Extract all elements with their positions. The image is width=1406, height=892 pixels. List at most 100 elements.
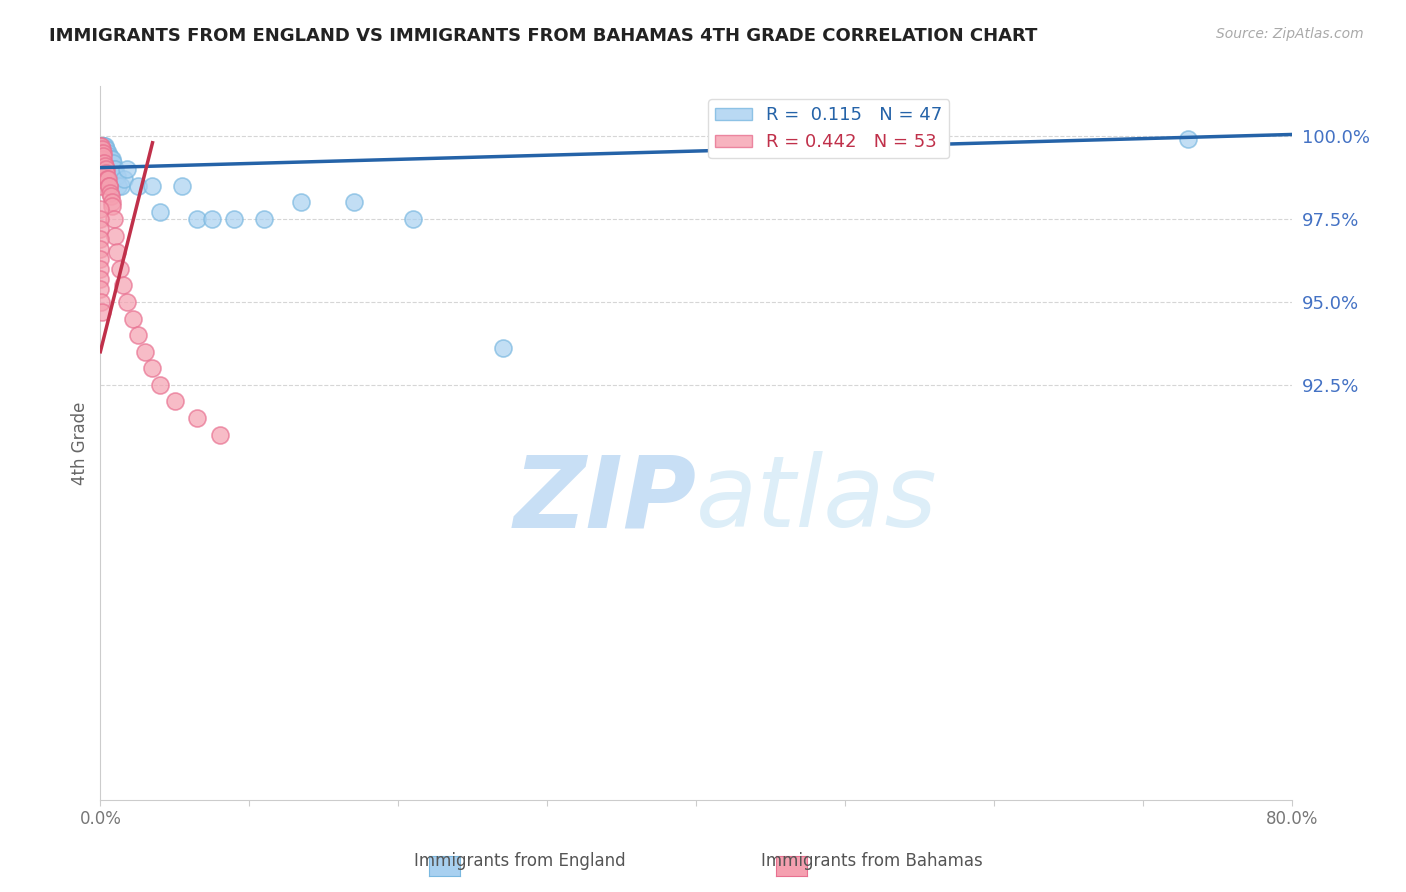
Point: [100, 153, 122, 167]
Text: Source: ZipAtlas.com: Source: ZipAtlas.com: [1216, 27, 1364, 41]
Point: [149, 377, 172, 392]
Point: [90, 145, 112, 160]
Point: [94, 139, 117, 153]
Point: [98, 159, 121, 173]
Point: [104, 162, 127, 177]
Point: [108, 261, 131, 276]
Point: [97, 172, 120, 186]
Point: [103, 212, 125, 227]
Point: [101, 153, 124, 167]
Point: [96, 149, 118, 163]
Point: [100, 155, 122, 169]
Point: [89, 145, 111, 160]
Point: [89, 242, 111, 256]
Text: ZIP: ZIP: [513, 451, 696, 549]
Point: [115, 295, 138, 310]
Point: [90, 139, 112, 153]
Point: [93, 155, 115, 169]
Point: [93, 139, 115, 153]
Point: [91, 139, 114, 153]
Text: IMMIGRANTS FROM ENGLAND VS IMMIGRANTS FROM BAHAMAS 4TH GRADE CORRELATION CHART: IMMIGRANTS FROM ENGLAND VS IMMIGRANTS FR…: [49, 27, 1038, 45]
Point: [89, 162, 111, 177]
Legend: R =  0.115   N = 47, R = 0.442   N = 53: R = 0.115 N = 47, R = 0.442 N = 53: [709, 99, 949, 159]
Point: [141, 178, 163, 193]
Point: [290, 195, 312, 210]
Point: [96, 172, 118, 186]
Point: [127, 178, 149, 193]
Point: [94, 145, 117, 160]
Point: [91, 162, 114, 177]
Point: [90, 145, 112, 160]
Point: [89, 222, 111, 236]
Point: [110, 178, 132, 193]
Point: [96, 142, 118, 156]
Point: [100, 189, 122, 203]
Point: [101, 199, 124, 213]
Point: [163, 394, 186, 409]
Y-axis label: 4th Grade: 4th Grade: [72, 401, 89, 484]
Point: [89, 232, 111, 246]
Point: [186, 411, 208, 425]
Point: [89, 153, 111, 167]
Point: [93, 155, 115, 169]
Point: [89, 271, 111, 285]
Point: [89, 202, 111, 216]
Point: [89, 139, 111, 153]
Point: [134, 344, 156, 359]
Point: [89, 172, 111, 186]
Point: [149, 205, 172, 219]
Point: [101, 155, 124, 169]
Point: [141, 361, 163, 376]
Point: [491, 342, 513, 356]
Point: [90, 162, 112, 177]
Point: [89, 145, 111, 160]
Point: [94, 159, 117, 173]
Point: [98, 186, 121, 200]
Point: [90, 153, 112, 167]
Point: [90, 305, 112, 319]
Point: [90, 139, 112, 153]
Point: [94, 169, 117, 183]
Point: [97, 178, 120, 193]
Point: [94, 162, 117, 177]
Point: [94, 159, 117, 173]
Point: [96, 166, 118, 180]
Point: [91, 155, 114, 169]
Point: [402, 212, 425, 227]
Text: Immigrants from England: Immigrants from England: [415, 852, 626, 870]
Point: [122, 311, 145, 326]
Point: [89, 139, 111, 153]
Point: [105, 245, 128, 260]
Point: [89, 282, 111, 296]
Point: [89, 178, 111, 193]
Point: [100, 195, 122, 210]
Point: [127, 328, 149, 343]
Point: [201, 212, 224, 227]
Text: Immigrants from Bahamas: Immigrants from Bahamas: [761, 852, 983, 870]
Point: [186, 212, 208, 227]
Point: [224, 212, 246, 227]
Point: [111, 278, 134, 293]
Point: [112, 172, 135, 186]
Point: [105, 169, 128, 183]
Point: [97, 145, 120, 160]
Point: [97, 162, 120, 177]
Text: atlas: atlas: [696, 451, 938, 549]
Point: [1177, 132, 1199, 146]
Point: [89, 252, 111, 266]
Point: [90, 295, 112, 310]
Point: [97, 153, 120, 167]
Point: [104, 228, 127, 243]
Point: [89, 261, 111, 276]
Point: [115, 162, 138, 177]
Point: [98, 178, 121, 193]
Point: [107, 178, 129, 193]
Point: [172, 178, 194, 193]
Point: [91, 145, 114, 160]
Point: [91, 139, 114, 153]
Point: [90, 139, 112, 153]
Point: [89, 212, 111, 227]
Point: [90, 142, 112, 156]
Point: [253, 212, 276, 227]
Point: [91, 149, 114, 163]
